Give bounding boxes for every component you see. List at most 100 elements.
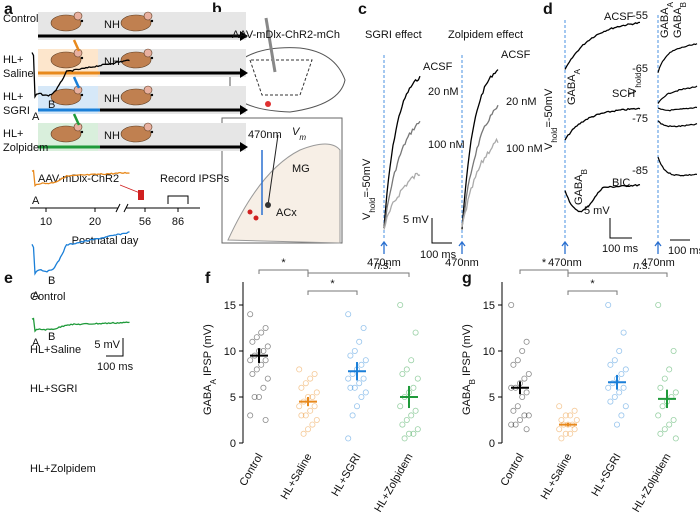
data-point	[403, 416, 410, 423]
data-point	[345, 311, 352, 318]
light-label: 470nm	[367, 257, 401, 269]
rat-ear	[73, 11, 83, 21]
data-point	[399, 421, 406, 428]
light-arrow	[654, 240, 662, 254]
trace-acsf	[383, 75, 421, 229]
data-point	[249, 370, 256, 377]
data-point	[558, 416, 565, 423]
data-point	[618, 412, 625, 419]
data-point	[362, 389, 369, 396]
text-main: V	[292, 126, 301, 138]
vhold-tick: -55	[632, 10, 648, 22]
peak-label: A	[32, 111, 40, 123]
data-point	[562, 412, 569, 419]
text-sub: B	[468, 379, 477, 384]
data-point	[264, 343, 271, 350]
axis-title: Postnatal day	[72, 235, 139, 247]
vhold-tick: -85	[632, 165, 648, 177]
data-point	[311, 403, 318, 410]
data-point	[659, 403, 666, 410]
injection-mark	[138, 190, 144, 200]
data-point	[410, 384, 417, 391]
text-main: GABA	[659, 7, 671, 38]
region-label: MG	[292, 163, 310, 175]
scale-label: 5 mV	[403, 214, 429, 226]
rat-body	[120, 125, 152, 143]
trace-100nm	[383, 172, 421, 230]
day-label: 20	[89, 216, 101, 228]
data-point	[311, 370, 318, 377]
data-point	[618, 370, 625, 377]
x-tick-label: HL+SGRI	[590, 452, 624, 499]
scale-label: 100 ms	[97, 361, 134, 373]
data-point	[605, 301, 612, 308]
rat-ear	[143, 122, 153, 132]
data-point	[260, 384, 267, 391]
data-point	[356, 380, 363, 387]
y-tick-label: 10	[224, 346, 236, 358]
light-label: 470nm	[445, 257, 479, 269]
data-point	[622, 403, 629, 410]
data-point	[523, 426, 530, 433]
data-point	[347, 352, 354, 359]
data-point	[607, 398, 614, 405]
peak-label: B	[48, 275, 55, 287]
data-point	[562, 430, 569, 437]
scale-label: 5 mV	[94, 339, 120, 351]
data-point	[556, 426, 563, 433]
arrow-head	[240, 105, 248, 115]
arrow-head	[240, 142, 248, 152]
sig-bracket	[307, 290, 358, 295]
data-point	[247, 311, 254, 318]
text-main: V	[543, 142, 555, 150]
text-rest: IPSP (mV)	[202, 324, 214, 379]
sig-label: n.s.	[374, 260, 392, 272]
rat-eye	[80, 19, 84, 23]
virus-label: AAV-mDlx-ChR2-mCh	[232, 29, 340, 41]
text-main: GABA	[573, 174, 585, 205]
scale-bar	[106, 338, 124, 357]
trace-label: 20 nM	[428, 86, 459, 98]
text-main: V	[627, 87, 639, 95]
data-point	[255, 393, 262, 400]
rat-ear	[143, 48, 153, 58]
data-point	[300, 430, 307, 437]
data-point	[657, 430, 664, 437]
text-rest: =-50mV	[543, 88, 555, 127]
group-name: HL+	[3, 91, 24, 103]
trace-20nm	[461, 104, 499, 227]
data-point	[525, 412, 532, 419]
data-point	[345, 435, 352, 442]
light-arrow	[380, 240, 388, 254]
data-point	[607, 361, 614, 368]
data-point	[253, 366, 260, 373]
syringe	[72, 76, 81, 89]
rat-body	[120, 14, 152, 32]
trace-vhold	[657, 156, 698, 177]
data-point	[571, 426, 578, 433]
y-tick-label: 0	[230, 438, 236, 450]
labeled-cell	[247, 209, 253, 215]
data-point	[620, 329, 627, 336]
data-point	[510, 407, 517, 414]
sig-bracket	[519, 269, 569, 274]
trace-vhold	[657, 85, 698, 104]
group-name: Zolpidem	[3, 142, 48, 154]
y-tick-label: 15	[224, 300, 236, 312]
group-label: HL+Saline	[30, 344, 81, 356]
rat-body	[50, 88, 82, 106]
rat-eye	[150, 19, 154, 23]
trace-label: ACSF	[423, 61, 453, 73]
data-point	[614, 421, 621, 428]
data-point	[309, 393, 316, 400]
data-point	[358, 361, 365, 368]
data-point	[397, 403, 404, 410]
condition: NH	[104, 56, 120, 68]
group-label: HL+Zolpidem	[30, 463, 96, 475]
rat-body	[50, 51, 82, 69]
panel-label: f	[205, 270, 211, 287]
rat-ear	[143, 85, 153, 95]
data-point	[622, 366, 629, 373]
condition-label: BIC	[612, 177, 630, 189]
peak-label: A	[32, 290, 40, 302]
